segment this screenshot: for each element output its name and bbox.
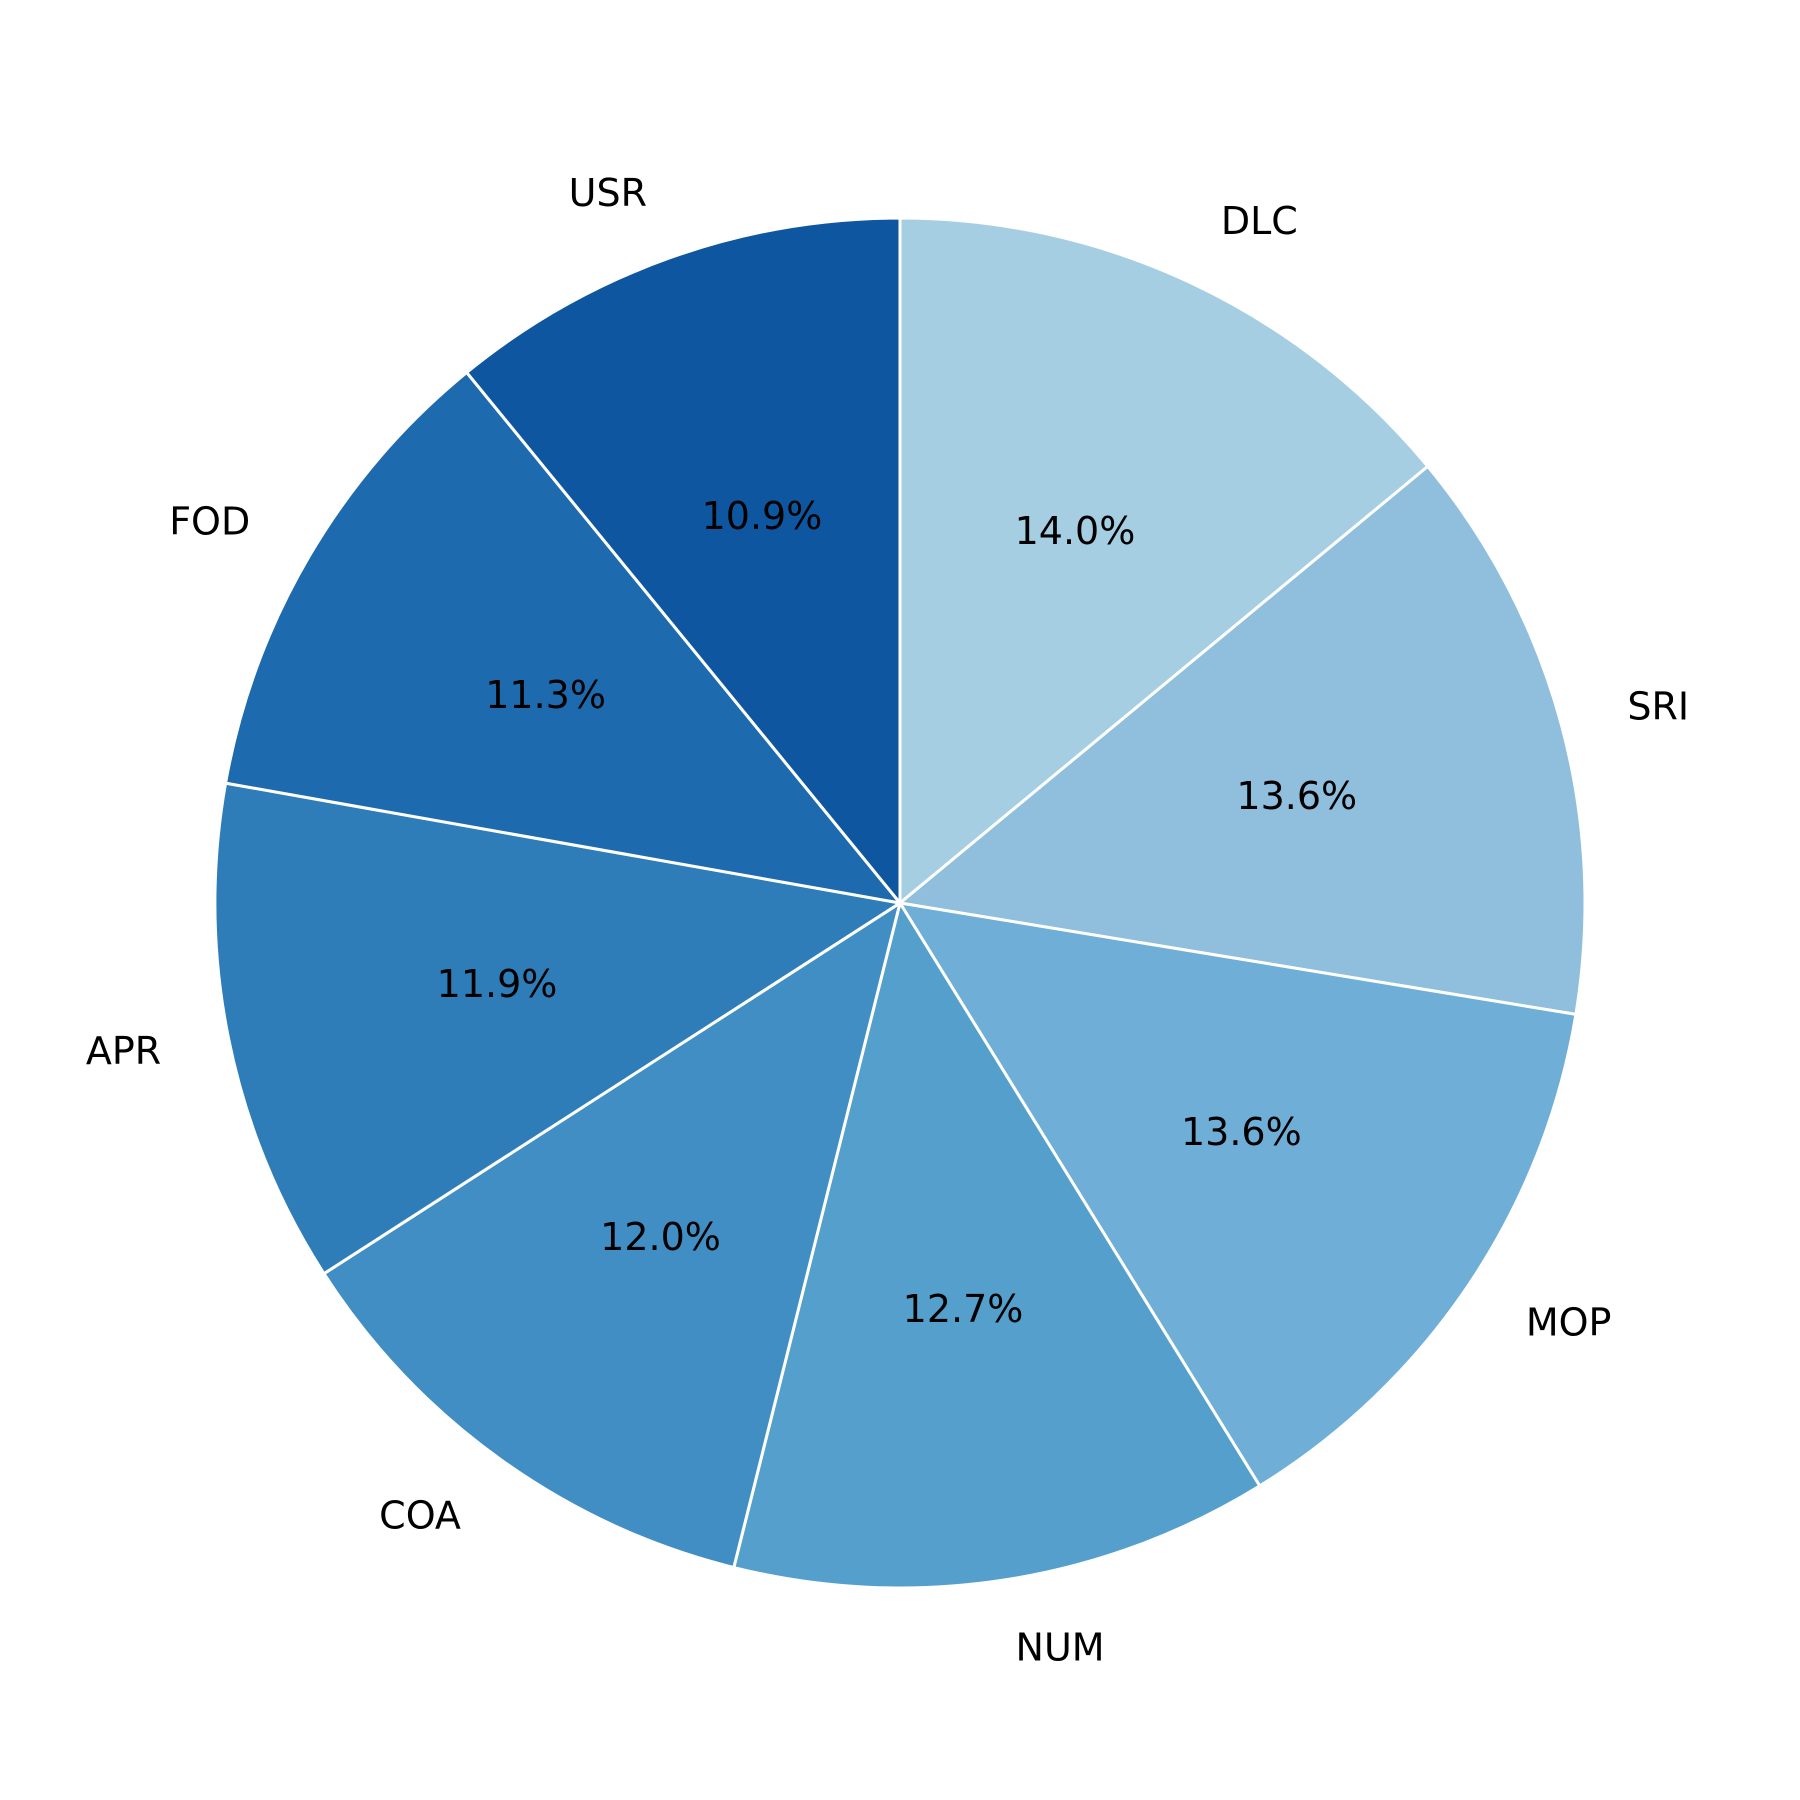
pie-percent-label-num: 12.7% — [903, 1287, 1024, 1331]
pie-category-label-fod: FOD — [169, 499, 250, 543]
pie-percent-label-mop: 13.6% — [1181, 1110, 1302, 1154]
pie-percent-label-coa: 12.0% — [600, 1215, 721, 1259]
pie-slice-coa — [321, 899, 903, 1570]
pie-category-label-mop: MOP — [1526, 1301, 1612, 1345]
pie-percent-label-apr: 11.9% — [437, 962, 558, 1006]
pie-category-label-sri: SRI — [1627, 684, 1689, 728]
pie-category-label-usr: USR — [569, 171, 647, 215]
pie-percent-label-fod: 11.3% — [485, 673, 606, 717]
pie-slice-mop — [896, 900, 1578, 1488]
labels-layer: 14.0% DLC 13.6% SRI 13.6% MOP 12.7% NUM 12.0% COA… — [86, 171, 1689, 1669]
pie-category-label-apr: APR — [86, 1029, 161, 1073]
pie-slice-fod — [223, 370, 904, 906]
pie-slice-dlc — [898, 216, 1430, 907]
pie-category-label-coa: COA — [379, 1493, 461, 1537]
slices-layer — [213, 216, 1587, 1590]
pie-slice-usr — [464, 216, 902, 908]
pie-percent-label-usr: 10.9% — [702, 494, 823, 538]
pie-category-label-dlc: DLC — [1221, 199, 1298, 243]
pie-percent-label-sri: 13.6% — [1236, 774, 1357, 818]
pie-slice-apr — [213, 781, 905, 1276]
pie-slice-sri — [896, 464, 1587, 1017]
pie-percent-label-dlc: 14.0% — [1015, 509, 1136, 553]
pie-category-label-num: NUM — [1016, 1626, 1105, 1670]
pie-slice-num — [732, 899, 1262, 1590]
